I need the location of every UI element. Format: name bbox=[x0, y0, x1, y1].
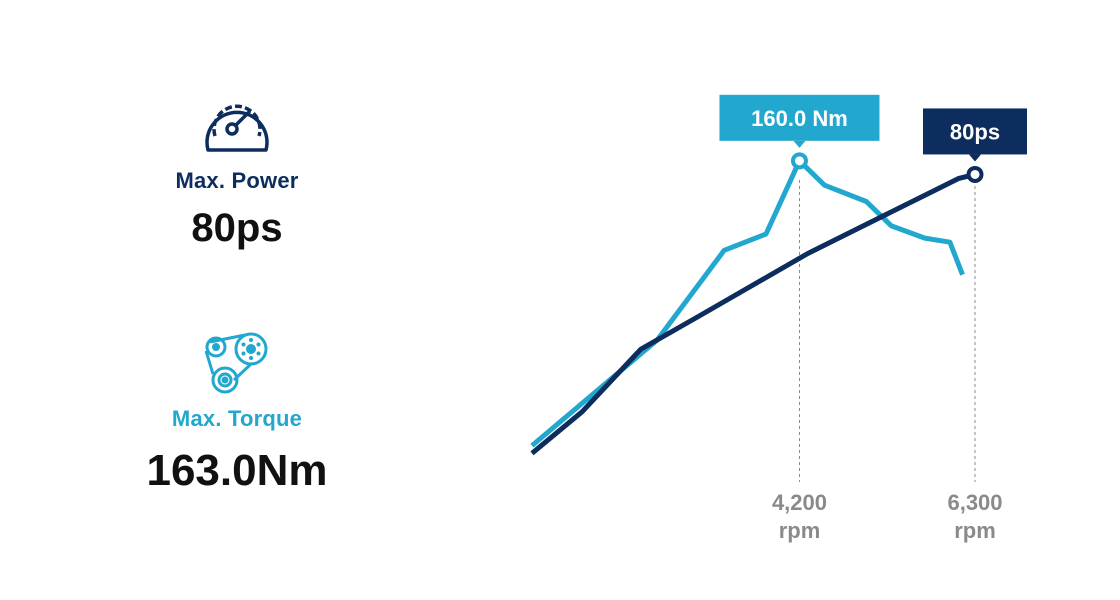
x-tick-unit: rpm bbox=[954, 518, 996, 543]
torque-peak-tag: 160.0 Nm bbox=[719, 94, 880, 148]
max-power-value: 80ps bbox=[191, 206, 283, 250]
power-line bbox=[530, 171, 976, 456]
x-tick-labels: 4,200 rpm 6,300 rpm bbox=[772, 490, 1003, 543]
rpm-guides bbox=[798, 180, 976, 482]
max-torque-label: Max. Torque bbox=[171, 406, 303, 431]
series-lines bbox=[530, 158, 976, 456]
power-peak-tag: 80ps bbox=[923, 108, 1027, 162]
x-tick-label: 4,200 bbox=[772, 490, 827, 515]
max-power-spec: Max. Power 80ps bbox=[117, 88, 357, 251]
max-torque-spec: Max. Torque 163.0Nm bbox=[117, 332, 357, 496]
pulley-icon bbox=[204, 332, 268, 394]
peak-markers: 160.0 Nm 80ps bbox=[719, 94, 1027, 183]
torque-peak-label: 160.0 Nm bbox=[751, 106, 848, 131]
speedometer-icon bbox=[205, 104, 269, 152]
torque-peak-point bbox=[790, 152, 808, 170]
torque-line bbox=[530, 158, 965, 448]
power-peak-point bbox=[966, 165, 984, 183]
power-peak-label: 80ps bbox=[950, 119, 1000, 144]
max-power-label: Max. Power bbox=[175, 168, 299, 193]
max-torque-value: 163.0Nm bbox=[146, 446, 328, 495]
x-tick-unit: rpm bbox=[779, 518, 821, 543]
x-tick-label: 6,300 bbox=[947, 490, 1002, 515]
